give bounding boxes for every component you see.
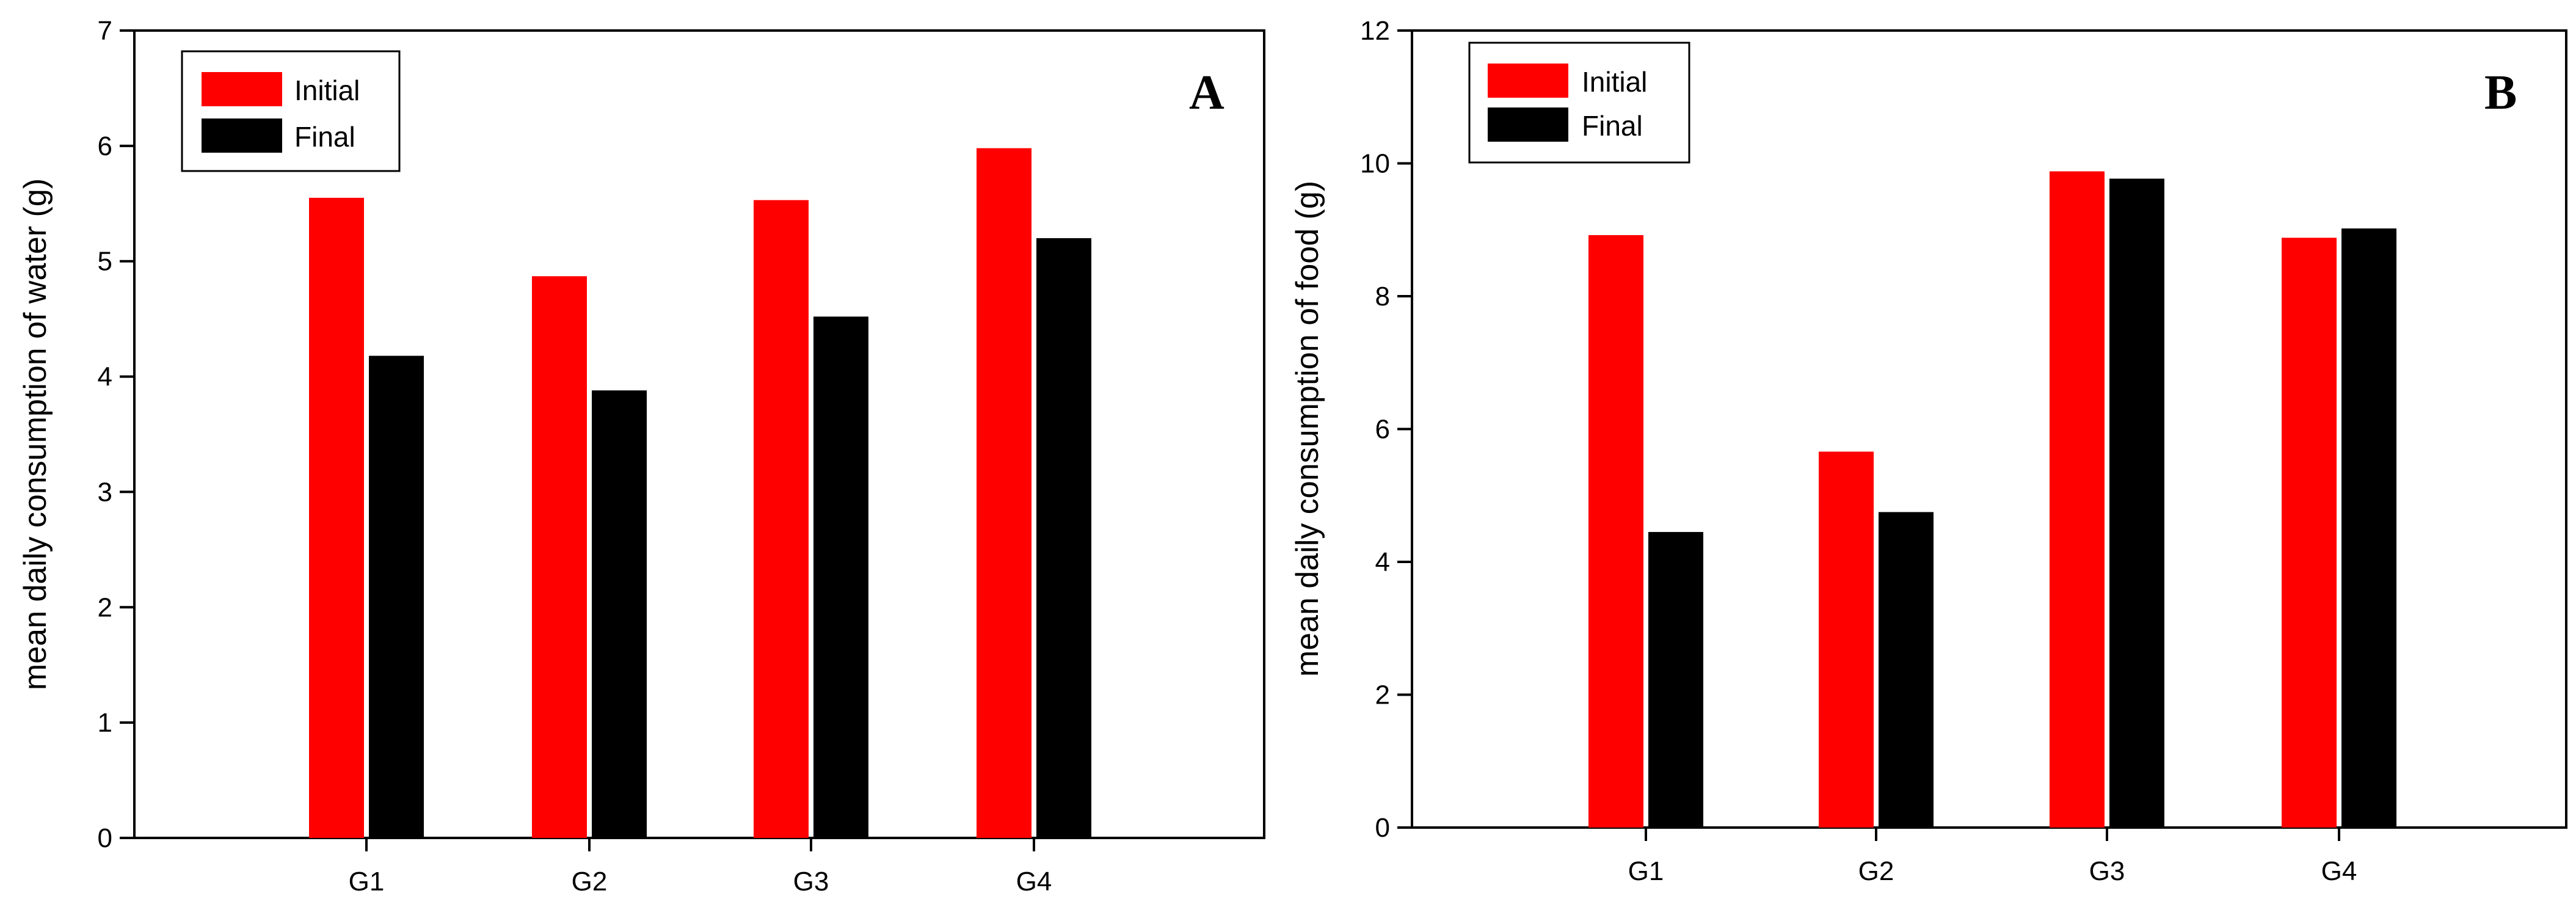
bar-initial-g2 bbox=[532, 276, 587, 838]
panel-label: B bbox=[2484, 66, 2517, 120]
legend-swatch-initial bbox=[202, 72, 282, 106]
y-tick-label: 2 bbox=[98, 592, 112, 622]
x-axis-ticks: G1 G2 G3 G4 bbox=[349, 838, 1052, 897]
legend-label-initial: Initial bbox=[294, 75, 360, 106]
x-tick-label: G2 bbox=[572, 867, 608, 897]
x-tick-label: G1 bbox=[349, 867, 385, 897]
y-axis-title: mean daily consumption of water (g) bbox=[18, 178, 53, 690]
x-tick-label: G1 bbox=[1628, 856, 1664, 886]
chart-panel-b: 0 2 4 6 8 10 12 G1 G2 G3 G4 mean daily consumptio… bbox=[1290, 16, 2567, 886]
legend-label-initial: Initial bbox=[1582, 66, 1647, 98]
x-tick-label: G2 bbox=[1858, 856, 1894, 886]
bar-final-g2 bbox=[592, 390, 647, 838]
y-axis-ticks: 0 1 2 3 4 5 6 7 bbox=[98, 16, 134, 853]
x-tick-label: G3 bbox=[2089, 856, 2125, 886]
y-tick-label: 6 bbox=[1375, 415, 1390, 445]
legend-label-final: Final bbox=[1582, 110, 1643, 142]
bars bbox=[1588, 171, 2396, 828]
legend: Initial Final bbox=[1468, 42, 1690, 164]
bar-initial-g1 bbox=[309, 197, 364, 838]
bar-final-g2 bbox=[1879, 512, 1934, 828]
y-tick-label: 0 bbox=[98, 823, 112, 853]
x-tick-label: G4 bbox=[1016, 867, 1052, 897]
bar-final-g3 bbox=[2109, 178, 2164, 828]
x-tick-label: G4 bbox=[2321, 856, 2357, 886]
plot-frame bbox=[133, 29, 1265, 839]
y-tick-label: 5 bbox=[98, 247, 112, 277]
legend-swatch-initial bbox=[1488, 64, 1568, 98]
bar-final-g3 bbox=[813, 316, 868, 838]
panel-label: A bbox=[1189, 66, 1224, 120]
y-tick-label: 2 bbox=[1375, 680, 1390, 710]
y-tick-label: 10 bbox=[1360, 149, 1390, 179]
y-tick-label: 4 bbox=[1375, 547, 1390, 577]
chart-panel-a: 0 1 2 3 4 5 6 7 G1 G2 G3 G4 mean daily consumption… bbox=[18, 16, 1265, 897]
y-tick-label: 8 bbox=[1375, 282, 1390, 311]
bar-initial-g3 bbox=[2050, 171, 2105, 828]
bar-initial-g4 bbox=[2282, 238, 2337, 828]
y-tick-label: 12 bbox=[1360, 16, 1390, 46]
legend-box bbox=[181, 50, 401, 172]
y-axis-ticks: 0 2 4 6 8 10 12 bbox=[1360, 16, 1412, 843]
bar-initial-g2 bbox=[1819, 451, 1874, 828]
bars bbox=[309, 148, 1091, 839]
y-tick-label: 1 bbox=[98, 708, 112, 738]
y-tick-label: 4 bbox=[98, 362, 112, 392]
bar-final-g4 bbox=[2341, 228, 2396, 828]
y-tick-label: 3 bbox=[98, 477, 112, 507]
bar-initial-g4 bbox=[977, 148, 1031, 839]
bar-initial-g3 bbox=[754, 200, 809, 838]
bar-final-g1 bbox=[1648, 532, 1703, 828]
bar-final-g1 bbox=[369, 355, 424, 838]
y-tick-label: 6 bbox=[98, 131, 112, 161]
legend-swatch-final bbox=[1488, 107, 1568, 142]
x-axis-ticks: G1 G2 G3 G4 bbox=[1628, 828, 2357, 886]
y-tick-label: 0 bbox=[1375, 813, 1390, 843]
bar-final-g4 bbox=[1036, 238, 1091, 838]
bar-initial-g1 bbox=[1588, 235, 1643, 828]
x-tick-label: G3 bbox=[793, 867, 829, 897]
legend-box bbox=[1468, 42, 1690, 164]
legend: Initial Final bbox=[181, 50, 401, 172]
y-tick-label: 7 bbox=[98, 16, 112, 46]
legend-label-final: Final bbox=[294, 121, 355, 153]
y-axis-title: mean daily consumption of food (g) bbox=[1290, 181, 1325, 677]
legend-swatch-final bbox=[202, 118, 282, 153]
